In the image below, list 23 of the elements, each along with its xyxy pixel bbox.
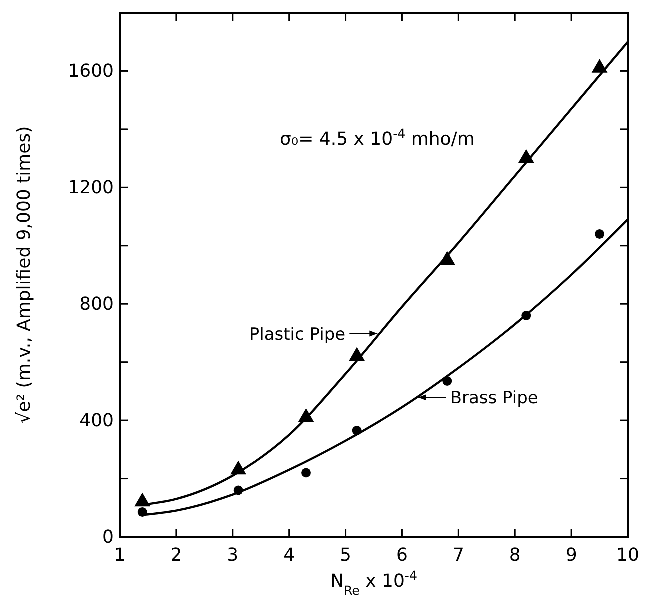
series-label: Plastic Pipe xyxy=(249,324,346,345)
point xyxy=(592,59,608,73)
x-tick-label: 8 xyxy=(509,545,521,566)
y-axis-title: √e² (m.v., Amplified 9,000 times) xyxy=(14,126,35,424)
x-tick-label: 4 xyxy=(284,545,296,566)
y-tick-label: 1200 xyxy=(68,178,114,199)
x-axis-title: N$_{Re}$ x 10$^{-4}$ xyxy=(330,568,418,595)
annotation: σ₀= 4.5 x 10$^{-4}$ mho/m xyxy=(280,126,475,150)
y-tick-label: 1600 xyxy=(68,61,114,82)
x-tick-label: 5 xyxy=(340,545,352,566)
point xyxy=(595,230,604,239)
legend-label: Brass Pipe xyxy=(450,388,538,409)
x-tick-label: 3 xyxy=(227,545,239,566)
x-tick-label: 1 xyxy=(114,545,126,566)
x-tick-label: 9 xyxy=(566,545,578,566)
x-tick-label: 10 xyxy=(616,545,640,566)
y-tick-label: 800 xyxy=(80,294,114,316)
x-tick-label: 6 xyxy=(396,545,408,566)
y-tick-label: 0 xyxy=(102,527,114,548)
point xyxy=(302,468,311,478)
x-tick-label: 2 xyxy=(170,545,182,566)
y-tick-label: 400 xyxy=(80,410,114,432)
x-tick-label: 7 xyxy=(452,545,464,566)
